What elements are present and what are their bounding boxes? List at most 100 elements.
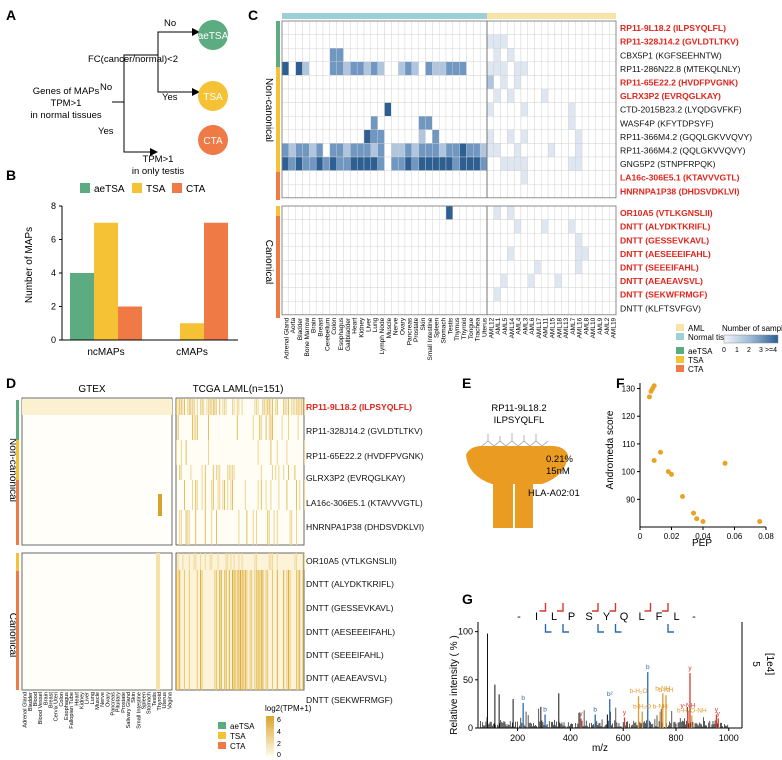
c-tissue-label: Muscle bbox=[386, 317, 393, 338]
c-nc-cell-aml bbox=[561, 88, 569, 103]
d-tcga-stripe bbox=[284, 399, 286, 415]
scatter-point bbox=[691, 510, 697, 516]
c-can-cell-aml bbox=[534, 301, 542, 316]
c-can-cell-tissue bbox=[309, 205, 317, 220]
d-tcga-stripe bbox=[179, 465, 181, 480]
c-can-cell-aml bbox=[486, 219, 494, 234]
c-can-cell-tissue bbox=[309, 273, 317, 288]
c-nc-cell-aml bbox=[534, 143, 542, 158]
c-nc-cell-tissue bbox=[363, 61, 372, 76]
c-nc-cell-aml bbox=[602, 183, 610, 198]
c-nc-cell-aml bbox=[541, 102, 549, 117]
d-tcga-stripe bbox=[270, 480, 272, 510]
c-nc-cell-tissue bbox=[370, 102, 378, 117]
c-nc-cell-tissue bbox=[302, 48, 310, 63]
c-nc-cell-tissue bbox=[459, 34, 467, 49]
c-nc-cell-aml bbox=[486, 156, 494, 171]
d-legend-label-cta: CTA bbox=[230, 742, 246, 751]
c-can-cell-tissue bbox=[425, 205, 433, 220]
d-tcga-stripe bbox=[272, 570, 273, 690]
c-nc-cell-aml bbox=[534, 20, 542, 35]
c-nc-cell-aml bbox=[507, 170, 515, 185]
c-can-cell-aml bbox=[547, 246, 556, 261]
bar-tsa-cmaps bbox=[180, 323, 204, 340]
d-tcga-stripe bbox=[304, 399, 305, 415]
c-nc-cell-tissue bbox=[479, 20, 488, 35]
c-nc-cell-aml bbox=[609, 129, 617, 144]
c-nc-cell-tissue bbox=[432, 170, 440, 185]
c-nc-cell-aml bbox=[568, 88, 576, 103]
c-nc-cell-aml bbox=[486, 34, 494, 49]
c-nc-cell-aml bbox=[513, 183, 522, 198]
c-nc-cell-tissue bbox=[315, 34, 324, 49]
g-sequence-residue: F bbox=[656, 611, 663, 623]
legend-swatch-tsa bbox=[132, 183, 142, 193]
c-can-cell-tissue bbox=[432, 287, 440, 302]
panel-c: C Non-canonical Canonical RP11-9L18.2 (I… bbox=[248, 7, 782, 374]
c-nc-cell-tissue bbox=[350, 20, 358, 35]
c-nc-cell-aml bbox=[561, 156, 569, 171]
label-no-top: No bbox=[164, 18, 176, 29]
c-nc-cell-tissue bbox=[322, 156, 331, 171]
c-nc-cell-aml bbox=[588, 20, 596, 35]
c-can-cell-tissue bbox=[281, 205, 290, 220]
arrow-heads bbox=[150, 28, 200, 156]
c-aml-label: AML8 bbox=[583, 317, 590, 334]
legend-label-tsa: TSA bbox=[146, 184, 166, 195]
c-can-cell-aml bbox=[609, 205, 617, 220]
d-category-bar-tsa bbox=[16, 440, 19, 480]
c-nc-cell-tissue bbox=[384, 75, 392, 90]
d-tcga-stripe bbox=[176, 570, 177, 690]
c-nc-cell-tissue bbox=[404, 115, 413, 130]
c-nc-cell-tissue bbox=[418, 102, 426, 117]
d-tcga-stripe bbox=[211, 553, 213, 570]
d-tcga-stripe bbox=[283, 465, 285, 480]
g-sequence-residue: Q bbox=[620, 611, 629, 623]
c-nc-cell-tissue bbox=[363, 102, 372, 117]
c-nc-cell-tissue bbox=[329, 115, 337, 130]
d-tcga-stripe bbox=[260, 415, 262, 440]
d-tcga-stripe bbox=[208, 415, 209, 440]
c-nc-cell-aml bbox=[554, 156, 562, 171]
d-tcga-stripe bbox=[217, 480, 219, 510]
c-can-cell-tissue bbox=[295, 232, 303, 247]
d-tcga-stripe bbox=[201, 480, 203, 510]
d-tcga-stripe bbox=[232, 399, 233, 415]
c-tissue-label: Pancreas bbox=[406, 317, 413, 345]
c-can-cell-tissue bbox=[370, 301, 378, 316]
c-nc-cell-tissue bbox=[473, 34, 481, 49]
d-tcga-stripe bbox=[238, 399, 240, 415]
c-nc-cell-tissue bbox=[315, 129, 324, 144]
d-tcga-stripe bbox=[259, 570, 261, 690]
c-nc-cell-aml bbox=[588, 102, 596, 117]
c-nc-cell-tissue bbox=[295, 34, 303, 49]
c-can-cell-tissue bbox=[404, 273, 413, 288]
c-nc-cell-aml bbox=[493, 75, 501, 90]
c-nc-cell-tissue bbox=[309, 170, 317, 185]
c-can-cell-tissue bbox=[377, 219, 385, 234]
d-tcga-stripe bbox=[184, 570, 185, 690]
genes-line-3: in normal tissues bbox=[30, 110, 102, 121]
d-tcga-stripe bbox=[283, 570, 285, 690]
c-nc-cell-tissue bbox=[350, 183, 358, 198]
d-legend-label-tsa: TSA bbox=[230, 732, 246, 741]
c-can-cell-tissue bbox=[473, 260, 481, 275]
g-peak-annotation: b² bbox=[607, 691, 614, 698]
g-y-ion-bracket bbox=[644, 603, 652, 612]
d-tcga-stripe bbox=[201, 465, 203, 480]
c-aml-label: AML14 bbox=[509, 317, 516, 338]
d-tcga-stripe bbox=[276, 570, 278, 690]
c-nc-cell-tissue bbox=[363, 115, 372, 130]
c-can-cell-aml bbox=[575, 260, 583, 275]
c-nc-cell-tissue bbox=[432, 34, 440, 49]
c-nc-cell-tissue bbox=[336, 61, 344, 76]
c-can-cell-aml bbox=[500, 301, 508, 316]
c-can-cell-tissue bbox=[302, 287, 310, 302]
g-xtick-label: 1000 bbox=[719, 733, 739, 743]
tsa-circle bbox=[198, 81, 228, 111]
c-can-cell-tissue bbox=[377, 260, 385, 275]
bar-x-categories: ncMAPs cMAPs bbox=[87, 347, 207, 358]
c-nc-cell-aml bbox=[595, 34, 603, 49]
c-can-cell-aml bbox=[493, 260, 501, 275]
c-nc-cell-tissue bbox=[302, 75, 310, 90]
